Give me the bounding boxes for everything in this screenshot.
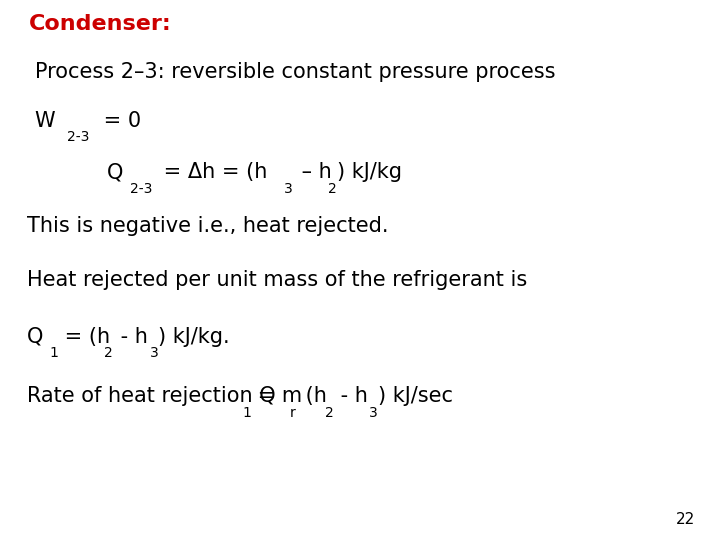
Text: 3: 3 bbox=[369, 406, 378, 420]
Text: – h: – h bbox=[295, 162, 332, 182]
Text: ) kJ/kg.: ) kJ/kg. bbox=[158, 327, 230, 347]
Text: 22: 22 bbox=[675, 511, 695, 526]
Text: = Δh = (h: = Δh = (h bbox=[157, 162, 267, 182]
Text: 3: 3 bbox=[150, 347, 158, 361]
Text: 2-3: 2-3 bbox=[67, 131, 89, 145]
Text: 1: 1 bbox=[49, 347, 58, 361]
Text: Heat rejected per unit mass of the refrigerant is: Heat rejected per unit mass of the refri… bbox=[27, 270, 528, 290]
Text: ) kJ/sec: ) kJ/sec bbox=[378, 386, 453, 406]
Text: Q: Q bbox=[27, 327, 44, 347]
Text: 1: 1 bbox=[243, 406, 251, 420]
Text: = (h: = (h bbox=[58, 327, 109, 347]
Text: 2: 2 bbox=[104, 347, 113, 361]
Text: 2-3: 2-3 bbox=[130, 182, 152, 196]
Text: Process 2–3: reversible constant pressure process: Process 2–3: reversible constant pressur… bbox=[35, 62, 555, 82]
Text: This is negative i.e., heat rejected.: This is negative i.e., heat rejected. bbox=[27, 216, 389, 236]
Text: = m: = m bbox=[251, 386, 302, 406]
Text: = 0: = 0 bbox=[97, 111, 141, 131]
Text: Condenser:: Condenser: bbox=[29, 14, 171, 33]
Text: - h: - h bbox=[334, 386, 368, 406]
Text: 2: 2 bbox=[325, 406, 334, 420]
Text: Rate of heat rejection Q: Rate of heat rejection Q bbox=[27, 386, 276, 406]
Text: r: r bbox=[289, 406, 295, 420]
Text: (h: (h bbox=[299, 386, 327, 406]
Text: W: W bbox=[35, 111, 55, 131]
Text: Q: Q bbox=[107, 162, 123, 182]
Text: - h: - h bbox=[114, 327, 148, 347]
Text: 3: 3 bbox=[284, 182, 293, 196]
Text: ) kJ/kg: ) kJ/kg bbox=[337, 162, 402, 182]
Text: 2: 2 bbox=[328, 182, 337, 196]
